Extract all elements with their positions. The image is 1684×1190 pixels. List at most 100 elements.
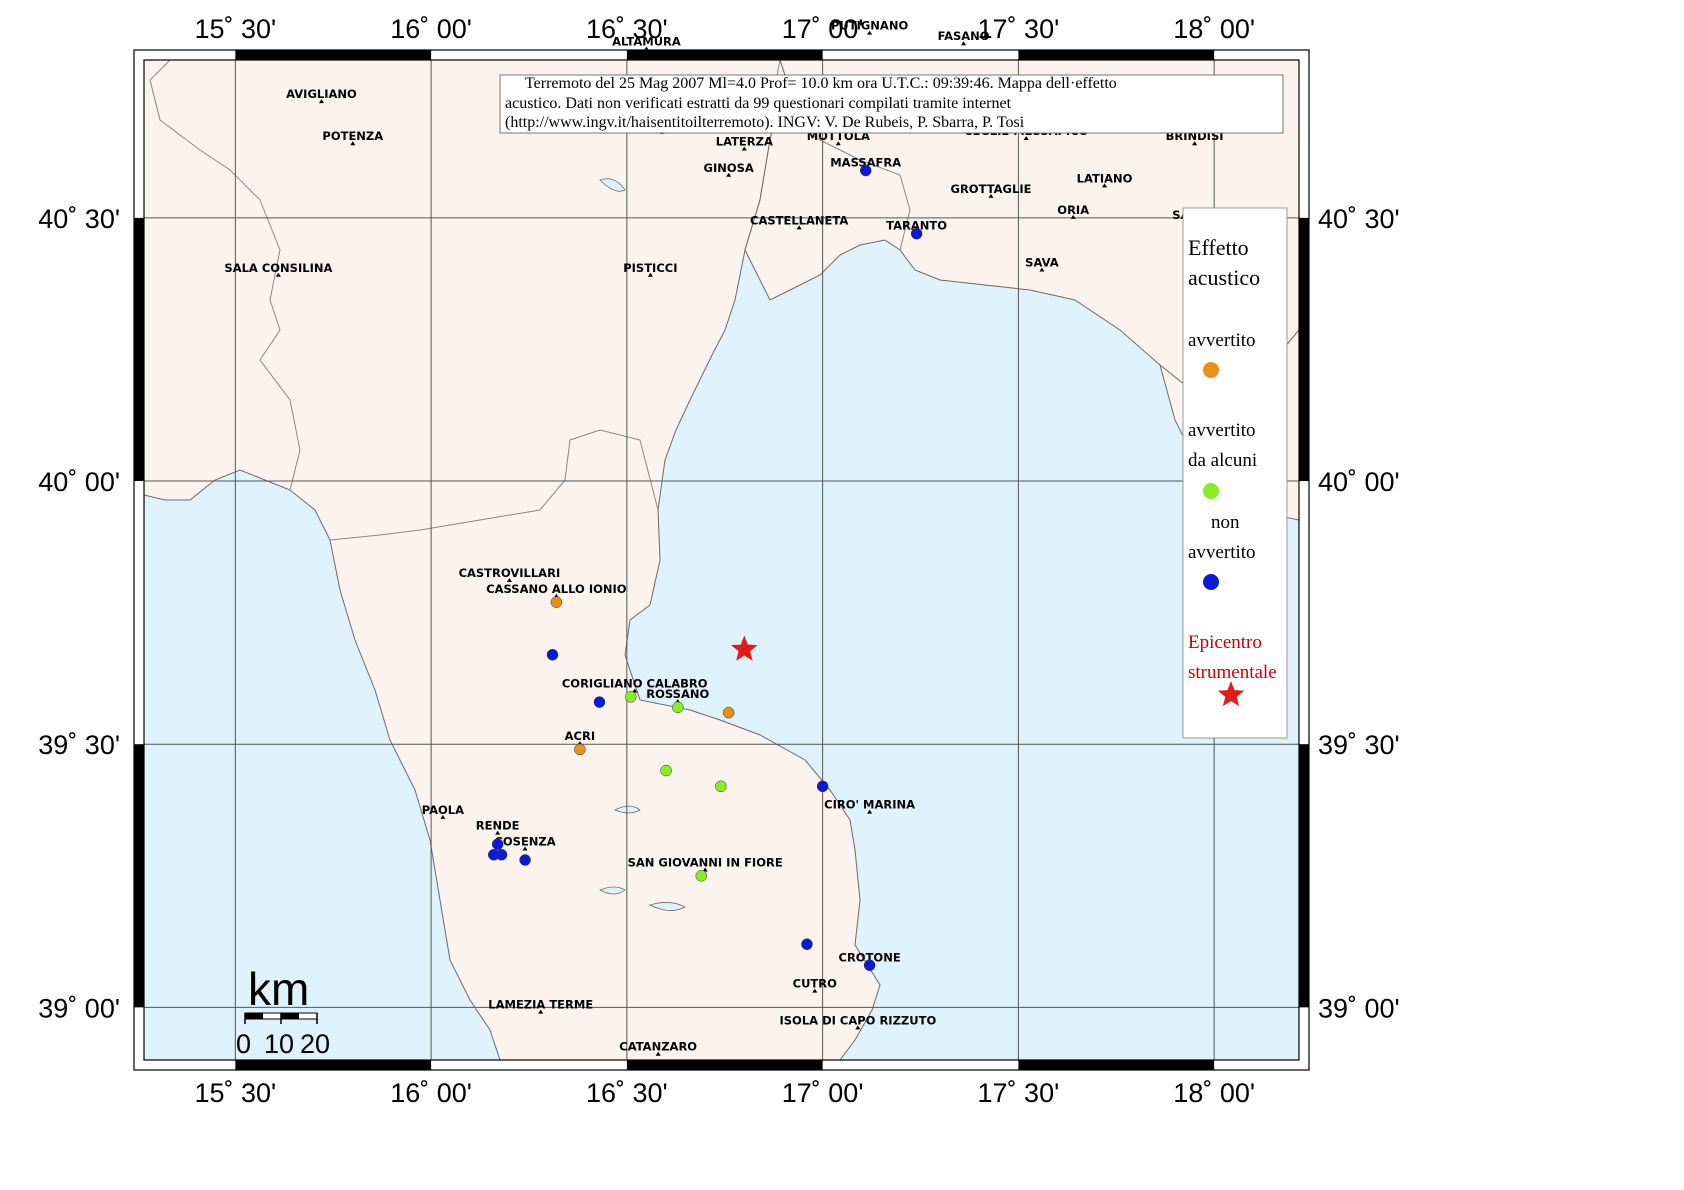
- city-label: CROTONE: [839, 950, 901, 964]
- legend-box: [1182, 207, 1288, 739]
- lon-tick-top: 17˚ 00': [782, 14, 864, 44]
- report-point-non-avvertito: [491, 838, 504, 850]
- report-point-da-alcuni: [625, 691, 637, 703]
- lon-tick-top: 16˚ 30': [586, 14, 668, 44]
- frame-bar-bottom: [1018, 1060, 1215, 1070]
- lon-tick-top: 18˚ 00': [1173, 14, 1255, 44]
- report-point-avvertito: [574, 743, 586, 756]
- city-triangle-icon: [835, 141, 841, 146]
- legend-epicentro-line2: strumentale: [1188, 662, 1277, 683]
- lon-tick-bottom: 17˚ 00': [782, 1078, 864, 1108]
- city-triangle-icon: [1102, 183, 1108, 188]
- city-label: ORIA: [1057, 203, 1089, 217]
- city-marker: ORIA: [1057, 203, 1089, 219]
- frame-bar-top: [626, 50, 823, 60]
- report-point-non-avvertito: [863, 959, 876, 972]
- lat-tick-left: 40˚ 30': [38, 204, 120, 234]
- city-triangle-icon: [647, 272, 653, 277]
- lake-3: [599, 886, 626, 895]
- city-marker: SAVA: [1025, 256, 1059, 272]
- city-marker: ALTAMURA: [612, 34, 681, 51]
- frame-bar-right: [1299, 217, 1309, 482]
- city-marker: PUTIGNANO: [831, 19, 908, 35]
- report-point-avvertito: [550, 596, 563, 608]
- frame-bar-left: [134, 217, 144, 482]
- city-label: CASTELLANETA: [750, 213, 848, 227]
- city-marker: PISTICCI: [623, 261, 678, 277]
- city-triangle-icon: [867, 30, 873, 35]
- city-triangle-icon: [318, 99, 324, 104]
- lake-1: [599, 178, 626, 192]
- city-triangle-icon: [812, 988, 818, 993]
- city-triangle-icon: [440, 814, 446, 819]
- city-marker: CATANZARO: [619, 1040, 697, 1056]
- city-label: CUTRO: [793, 977, 837, 991]
- lake-2: [614, 805, 641, 814]
- report-point-da-alcuni: [660, 764, 672, 777]
- lon-tick-bottom: 16˚ 00': [390, 1078, 472, 1108]
- city-triangle-icon: [961, 41, 967, 46]
- city-triangle-icon: [741, 146, 747, 151]
- felt-report-points: [487, 122, 923, 972]
- city-marker: RENDE: [476, 819, 520, 835]
- legend-avvertito-label: avvertito: [1188, 330, 1256, 351]
- lon-tick-bottom: 16˚ 30': [586, 1078, 668, 1108]
- legend-epicenter-star-icon: [1217, 681, 1245, 707]
- frame-bar-top: [235, 50, 432, 60]
- legend-non-line2: avvertito: [1188, 542, 1256, 563]
- city-marker: SAN GIOVANNI IN FIORE: [628, 856, 783, 872]
- city-triangle-icon: [988, 193, 994, 198]
- city-label: LATERZA: [716, 134, 773, 148]
- city-label: SAN GIOVANNI IN FIORE: [628, 856, 783, 870]
- city-triangle-icon: [702, 867, 708, 872]
- city-marker: GROTTAGLIE: [951, 182, 1032, 198]
- city-label: CASSANO ALLO IONIO: [486, 582, 627, 596]
- report-point-non-avvertito: [519, 854, 531, 866]
- regional-border-2: [329, 429, 659, 541]
- land-layer: [144, 60, 1299, 1060]
- city-label: MASSAFRA: [830, 156, 901, 170]
- lon-tick-top: 17˚ 30': [978, 14, 1060, 44]
- city-triangle-icon: [350, 141, 356, 146]
- city-triangle-icon: [796, 225, 802, 230]
- city-label: CORIGLIANO CALABRO: [562, 677, 708, 691]
- city-label: PISTICCI: [623, 261, 677, 275]
- city-triangle-icon: [1070, 214, 1076, 219]
- city-label: ALTAMURA: [612, 34, 681, 48]
- city-marker: CIRO' MARINA: [824, 798, 915, 814]
- report-point-da-alcuni: [672, 701, 684, 714]
- map-frame: [133, 49, 1310, 1071]
- city-marker: POTENZA: [322, 129, 383, 146]
- report-point-da-alcuni: [695, 870, 708, 882]
- city-marker: CUTRO: [793, 977, 837, 993]
- legend-da-alcuni-line2: da alcuni: [1188, 450, 1257, 471]
- report-point-non-avvertito: [859, 164, 872, 177]
- city-label: FASANO: [938, 29, 990, 43]
- city-triangle-icon: [643, 46, 649, 51]
- scale-label-20: 20: [300, 1029, 330, 1059]
- report-point-non-avvertito: [546, 648, 559, 661]
- scale-label-0: 0: [236, 1029, 251, 1059]
- city-label: ROSSANO: [646, 687, 709, 701]
- city-marker: FASANO: [938, 29, 990, 46]
- city-triangle-icon: [275, 272, 281, 277]
- city-marker: ROSSANO: [646, 687, 709, 704]
- lon-tick-top: 16˚ 00': [390, 14, 472, 44]
- legend-da-alcuni-line1: avvertito: [1188, 420, 1256, 441]
- city-label: PAOLA: [422, 803, 464, 817]
- city-marker: ISOLA DI CAPO RIZZUTO: [780, 1013, 937, 1030]
- city-marker: CORIGLIANO CALABRO: [562, 677, 708, 693]
- report-point-da-alcuni: [715, 780, 727, 793]
- lon-tick-bottom: 15˚ 30': [194, 1078, 276, 1108]
- city-marker: COSENZA: [494, 834, 556, 851]
- lon-tick-bottom: 18˚ 00': [1173, 1078, 1255, 1108]
- city-label: ACRI: [565, 729, 595, 743]
- frame-bar-top: [1018, 50, 1215, 60]
- graticule: [144, 60, 1299, 1060]
- city-label: GINOSA: [704, 161, 754, 175]
- city-triangle-icon: [1039, 267, 1045, 272]
- city-marker: LAMEZIA TERME: [488, 998, 593, 1014]
- report-point-non-avvertito: [801, 938, 813, 950]
- city-label: ISOLA DI CAPO RIZZUTO: [780, 1013, 937, 1027]
- lat-tick-right: 40˚ 00': [1318, 467, 1400, 497]
